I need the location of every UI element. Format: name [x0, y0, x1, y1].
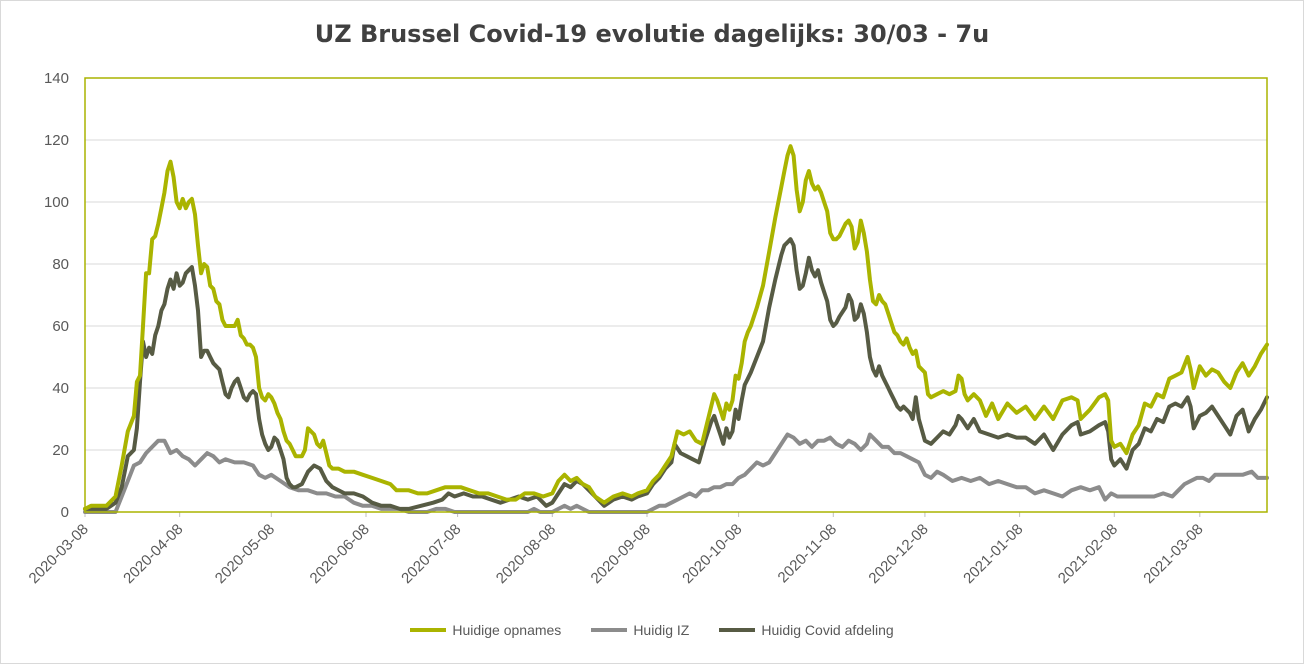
x-tick-label: 2020-07-08 — [398, 521, 464, 587]
x-axis-ticks: 2020-03-08 2020-04-08 2020-05-08 2020-06-08… — [26, 512, 1207, 587]
legend-swatch-opnames — [410, 628, 447, 632]
legend-label-afdeling: Huidig Covid afdeling — [761, 622, 894, 638]
legend-swatch-afdeling — [719, 628, 756, 632]
y-tick-label: 0 — [61, 504, 69, 521]
x-tick-label: 2021-01-08 — [960, 521, 1026, 587]
plot-area-border — [84, 77, 1268, 513]
x-tick-label: 2020-10-08 — [679, 521, 745, 587]
series-line-huidige-opnames — [83, 144, 1269, 511]
x-tick-label: 2020-12-08 — [865, 521, 931, 587]
x-tick-label: 2021-03-08 — [1140, 521, 1206, 587]
legend-item-afdeling: Huidig Covid afdeling — [719, 622, 894, 638]
legend-label-opnames: Huidige opnames — [452, 622, 562, 638]
series-line-huidig-iz — [83, 432, 1269, 514]
legend: Huidige opnames Huidig IZ Huidig Covid a… — [0, 622, 1304, 638]
legend-item-iz: Huidig IZ — [591, 622, 689, 638]
gridlines — [85, 139, 1267, 451]
y-tick-label: 60 — [52, 318, 69, 335]
legend-label-iz: Huidig IZ — [633, 622, 690, 638]
y-tick-label: 120 — [44, 132, 69, 149]
y-tick-label: 140 — [44, 70, 69, 87]
x-tick-label: 2020-04-08 — [120, 521, 186, 587]
chart-title: UZ Brussel Covid-19 evolutie dagelijks: … — [314, 20, 990, 48]
legend-item-opnames: Huidige opnames — [410, 622, 561, 638]
y-tick-label: 20 — [52, 442, 69, 459]
series-line-huidig-covid-afdeling — [83, 237, 1269, 511]
y-axis-ticks: 0 20 40 60 80 100 120 140 — [44, 70, 69, 521]
x-tick-label: 2021-02-08 — [1055, 521, 1121, 587]
x-tick-label: 2020-11-08 — [775, 521, 840, 586]
legend-swatch-iz — [591, 628, 628, 632]
x-tick-label: 2020-06-08 — [307, 521, 373, 587]
x-tick-label: 2020-03-08 — [26, 521, 92, 587]
x-tick-label: 2020-08-08 — [493, 521, 559, 587]
series-lines — [83, 144, 1269, 514]
x-tick-label: 2020-09-08 — [588, 521, 654, 587]
y-tick-label: 80 — [52, 256, 69, 273]
y-tick-label: 40 — [52, 380, 69, 397]
x-tick-label: 2020-05-08 — [212, 521, 278, 587]
y-tick-label: 100 — [44, 194, 69, 211]
